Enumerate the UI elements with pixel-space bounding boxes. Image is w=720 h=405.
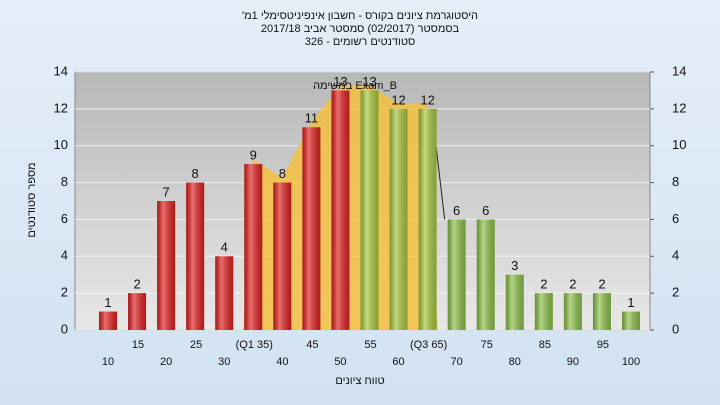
bar-shine (476, 219, 495, 330)
value-label: 3 (511, 258, 518, 273)
y-tick-label: 10 (54, 137, 68, 152)
x-tick-label: 25 (190, 339, 202, 351)
bar-shine (447, 219, 466, 330)
x-tick-label: 15 (132, 339, 144, 351)
annotation: במשימה Exam_B (313, 80, 397, 92)
x-tick-label: 30 (218, 356, 230, 368)
y-tick-label: 12 (54, 100, 68, 115)
x-tick-label: 20 (160, 356, 172, 368)
y-tick-label: 8 (61, 174, 68, 189)
x-tick-label: 10 (102, 356, 114, 368)
y2-tick-label: 10 (672, 137, 686, 152)
value-label: 2 (133, 277, 140, 292)
y-tick-label: 0 (61, 321, 68, 336)
x-tick-label: 45 (306, 339, 318, 351)
value-label: 2 (569, 277, 576, 292)
value-label: 4 (221, 240, 228, 255)
bar-shine (360, 90, 379, 330)
chart-subtitle: בסמסטר (02/2017) סמסטר אביב 2017/18 (261, 23, 460, 35)
value-label: 6 (482, 203, 489, 218)
x-tick-label: 80 (509, 356, 521, 368)
y2-tick-label: 8 (672, 174, 679, 189)
value-label: 13 (333, 74, 347, 89)
value-label: 1 (104, 295, 111, 310)
bar-shine (563, 293, 582, 330)
x-tick-label: 95 (597, 339, 609, 351)
y-tick-label: 6 (61, 211, 68, 226)
y-axis-label: מספר סטודנטים (26, 162, 38, 237)
chart-subtitle: סטודנטים רשומים - 326 (305, 36, 416, 48)
bar-shine (215, 256, 234, 330)
bar-shine (389, 108, 408, 330)
value-label: 8 (279, 166, 286, 181)
y2-tick-label: 4 (672, 248, 679, 263)
bar-shine (157, 201, 176, 330)
bar-shine (99, 311, 117, 330)
x-tick-label: 60 (392, 356, 404, 368)
y-tick-label: 4 (61, 248, 68, 263)
x-tick-label: (Q1 35) (236, 339, 273, 351)
x-tick-label: 40 (276, 356, 288, 368)
bar-shine (592, 293, 611, 330)
y-tick-label: 14 (54, 63, 68, 78)
value-label: 2 (540, 277, 547, 292)
bar-shine (302, 127, 321, 331)
x-tick-label: 85 (539, 339, 551, 351)
value-label: 6 (453, 203, 460, 218)
x-tick-label: 55 (364, 339, 376, 351)
value-label: 1 (627, 295, 634, 310)
y2-tick-label: 14 (672, 63, 686, 78)
bar-shine (244, 164, 263, 330)
value-label: 2 (598, 277, 605, 292)
x-tick-label: 70 (451, 356, 463, 368)
value-label: 12 (420, 92, 434, 107)
bar-shine (273, 182, 292, 330)
y2-tick-label: 0 (672, 321, 679, 336)
value-label: 13 (362, 74, 376, 89)
chart-title: 'היסטוגרמת ציונים בקורס - חשבון אינפיניט… (242, 9, 478, 22)
y2-tick-label: 6 (672, 211, 679, 226)
x-tick-label: (Q3 65) (410, 339, 447, 351)
value-label: 7 (162, 184, 169, 199)
bar-shine (534, 293, 553, 330)
bar-shine (418, 108, 437, 330)
bar-shine (186, 182, 205, 330)
value-label: 9 (250, 148, 257, 163)
y-tick-label: 2 (61, 285, 68, 300)
x-tick-label: 90 (567, 356, 579, 368)
x-tick-label: 100 (622, 356, 640, 368)
bar-shine (331, 90, 350, 330)
x-tick-label: 50 (334, 356, 346, 368)
value-label: 11 (305, 111, 319, 126)
value-label: 12 (391, 92, 405, 107)
bar-shine (622, 311, 640, 330)
y2-tick-label: 12 (672, 100, 686, 115)
bar-shine (128, 293, 147, 330)
y2-tick-label: 2 (672, 285, 679, 300)
value-label: 8 (192, 166, 199, 181)
bar-shine (505, 274, 524, 330)
x-axis-label: טווח ציונים (335, 375, 384, 387)
x-tick-label: 75 (481, 339, 493, 351)
